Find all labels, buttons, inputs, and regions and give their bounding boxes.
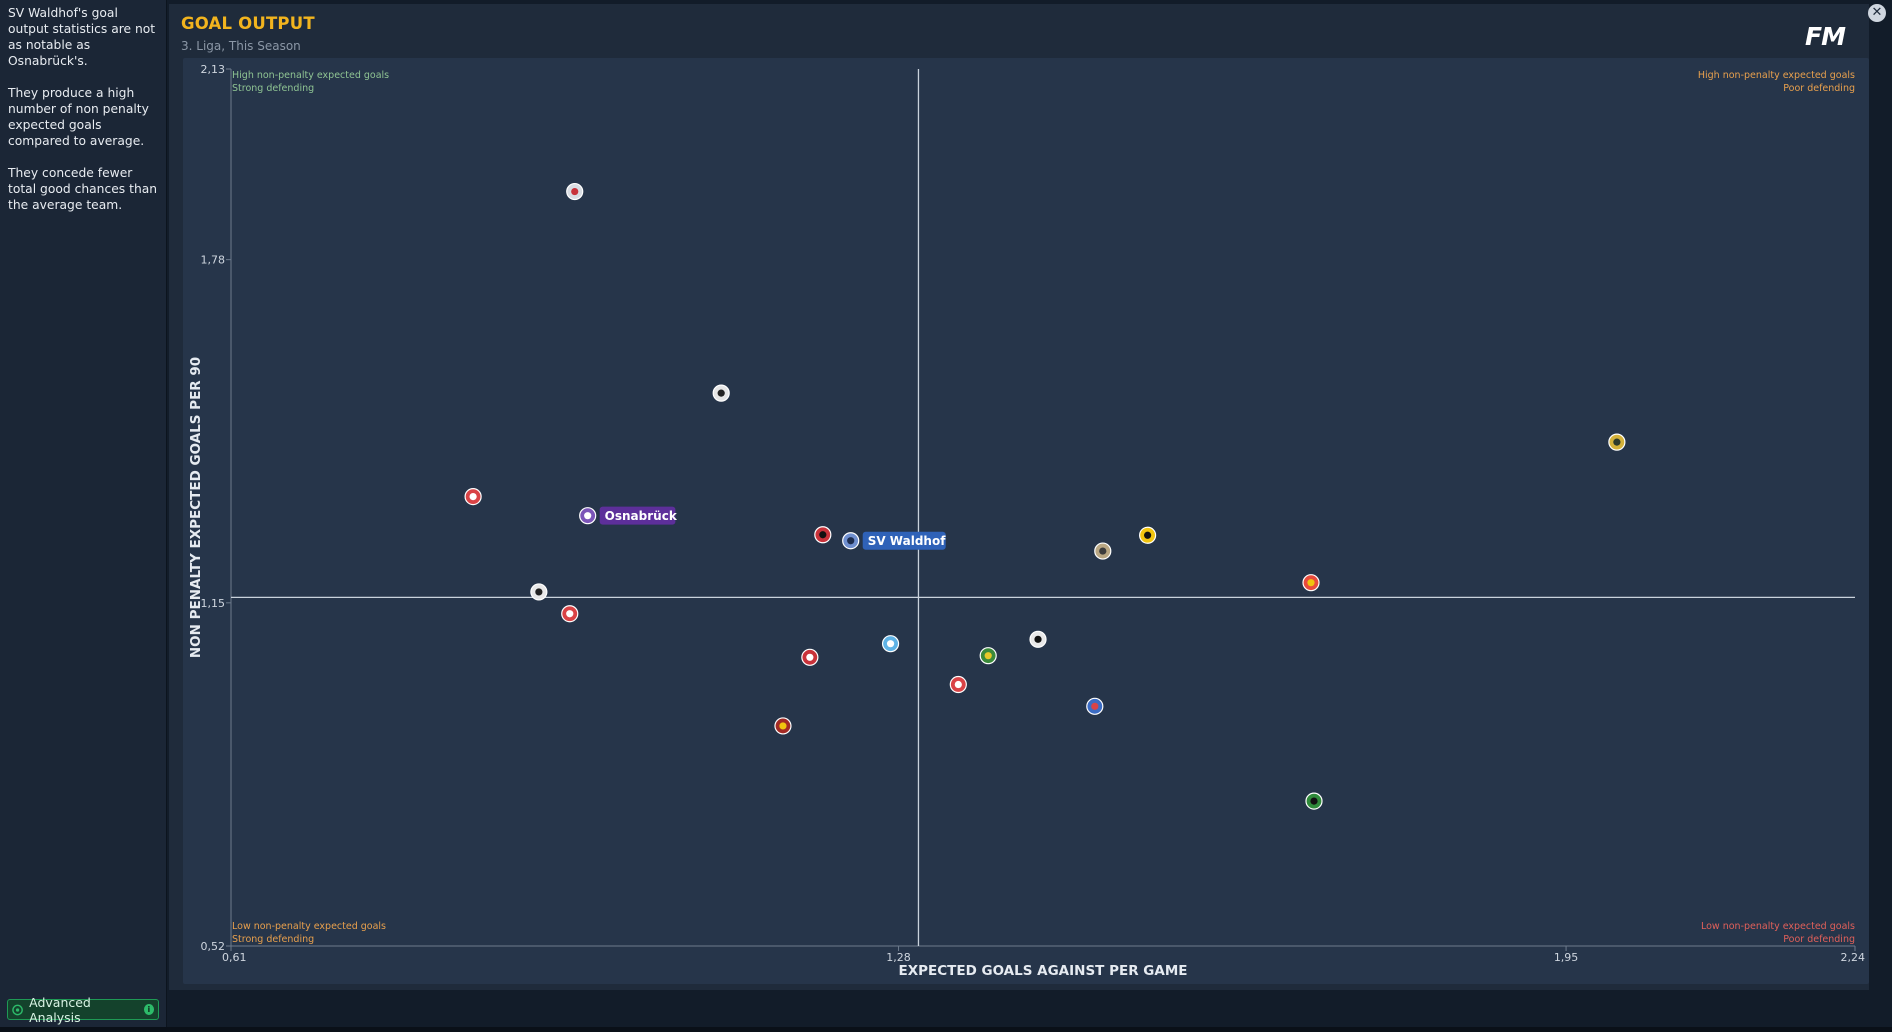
y-axis-title: NON PENALTY EXPECTED GOALS PER 90	[188, 357, 204, 658]
insight-text: They produce a high number of non penalt…	[8, 86, 149, 148]
club-badge-emblem	[847, 537, 855, 545]
y-tick-label: 1,15	[201, 597, 226, 610]
club-badge-point	[464, 488, 482, 506]
club-badge-point	[881, 635, 900, 653]
advanced-analysis-label: Advanced Analysis	[29, 994, 91, 1025]
fm-logo: FM	[1805, 22, 1846, 51]
chart-background	[183, 58, 1869, 984]
club-badge-point	[774, 717, 792, 735]
quadrant-label-top-right: High non-penalty expected goals	[1698, 70, 1855, 81]
advanced-analysis-button[interactable]: Advanced Analysis i	[7, 995, 159, 1025]
club-badge-point	[1139, 526, 1157, 544]
club-badge-emblem	[1091, 702, 1099, 710]
club-badge-emblem	[717, 389, 725, 397]
x-tick-label: 2,24	[1841, 951, 1866, 964]
club-label: SV Waldhof	[868, 534, 947, 548]
club-label: Osnabrück	[605, 509, 678, 523]
club-label-pill	[599, 506, 676, 525]
club-badge-point	[561, 605, 579, 623]
club-badge-point: Osnabrück	[579, 506, 678, 525]
analysis-icon	[12, 1004, 23, 1015]
club-badge-point	[1086, 697, 1104, 715]
club-badge-point	[1305, 792, 1323, 810]
club-badge-emblem	[584, 512, 592, 520]
club-badge-emblem	[1307, 579, 1315, 587]
y-tick-label: 1,78	[201, 254, 226, 267]
club-badge-point	[530, 583, 548, 601]
club-badge-emblem	[535, 588, 543, 596]
club-badge-point	[1094, 542, 1112, 560]
club-badge-emblem	[779, 722, 787, 730]
close-button[interactable]: ✕	[1868, 4, 1886, 22]
insight-list: SV Waldhof's goal output statistics are …	[0, 5, 166, 229]
quadrant-label-bottom-right: Low non-penalty expected goals	[1701, 921, 1855, 932]
insight-text: They concede fewer total good chances th…	[8, 166, 158, 212]
club-badge-point	[1029, 630, 1047, 648]
x-axis-title: EXPECTED GOALS AGAINST PER GAME	[899, 963, 1188, 979]
y-tick-label: 0,52	[201, 940, 226, 953]
club-badge-emblem	[1310, 797, 1318, 805]
club-badge-emblem	[571, 187, 579, 196]
club-badge-emblem	[1034, 635, 1042, 643]
club-badge-emblem	[1613, 438, 1621, 446]
page-subtitle: 3. Liga, This Season	[181, 39, 301, 53]
quadrant-label-bottom-right: Poor defending	[1783, 934, 1855, 945]
club-badge-emblem	[954, 680, 962, 689]
club-badge-emblem	[566, 610, 574, 618]
x-tick-label: 0,61	[222, 951, 247, 964]
club-badge-emblem	[806, 653, 814, 661]
x-tick-label: 1,28	[886, 951, 911, 964]
y-tick-label: 2,13	[201, 63, 226, 76]
club-badge-point	[566, 182, 584, 201]
club-badge-emblem	[984, 652, 992, 660]
bottom-edge	[0, 1027, 1892, 1032]
club-badge-emblem	[886, 640, 895, 648]
club-badge-point	[1302, 574, 1320, 592]
quadrant-label-bottom-left: Low non-penalty expected goals	[232, 921, 386, 932]
club-badge-emblem	[819, 531, 827, 539]
quadrant-label-top-right: Poor defending	[1783, 83, 1855, 94]
quadrant-label-top-left: High non-penalty expected goals	[232, 70, 389, 81]
club-badge-emblem	[1144, 531, 1152, 539]
club-badge-point	[814, 526, 832, 544]
page-title: GOAL OUTPUT	[181, 14, 315, 33]
insights-sidebar: SV Waldhof's goal output statistics are …	[0, 0, 167, 1032]
club-badge-point	[949, 675, 967, 694]
quadrant-label-bottom-left: Strong defending	[232, 934, 314, 945]
club-badge-emblem	[1099, 547, 1107, 555]
club-badge-point	[712, 384, 730, 402]
club-badge-emblem	[469, 493, 477, 501]
club-badge-point	[979, 647, 997, 665]
info-icon[interactable]: i	[143, 1004, 154, 1015]
quadrant-label-top-left: Strong defending	[232, 83, 314, 94]
x-tick-label: 1,95	[1554, 951, 1579, 964]
club-badge-point	[801, 648, 819, 666]
club-badge-point: SV Waldhof	[842, 531, 947, 550]
club-label-pill	[862, 531, 946, 550]
club-badge-point	[1608, 433, 1626, 451]
insight-text: SV Waldhof's goal output statistics are …	[8, 6, 156, 68]
